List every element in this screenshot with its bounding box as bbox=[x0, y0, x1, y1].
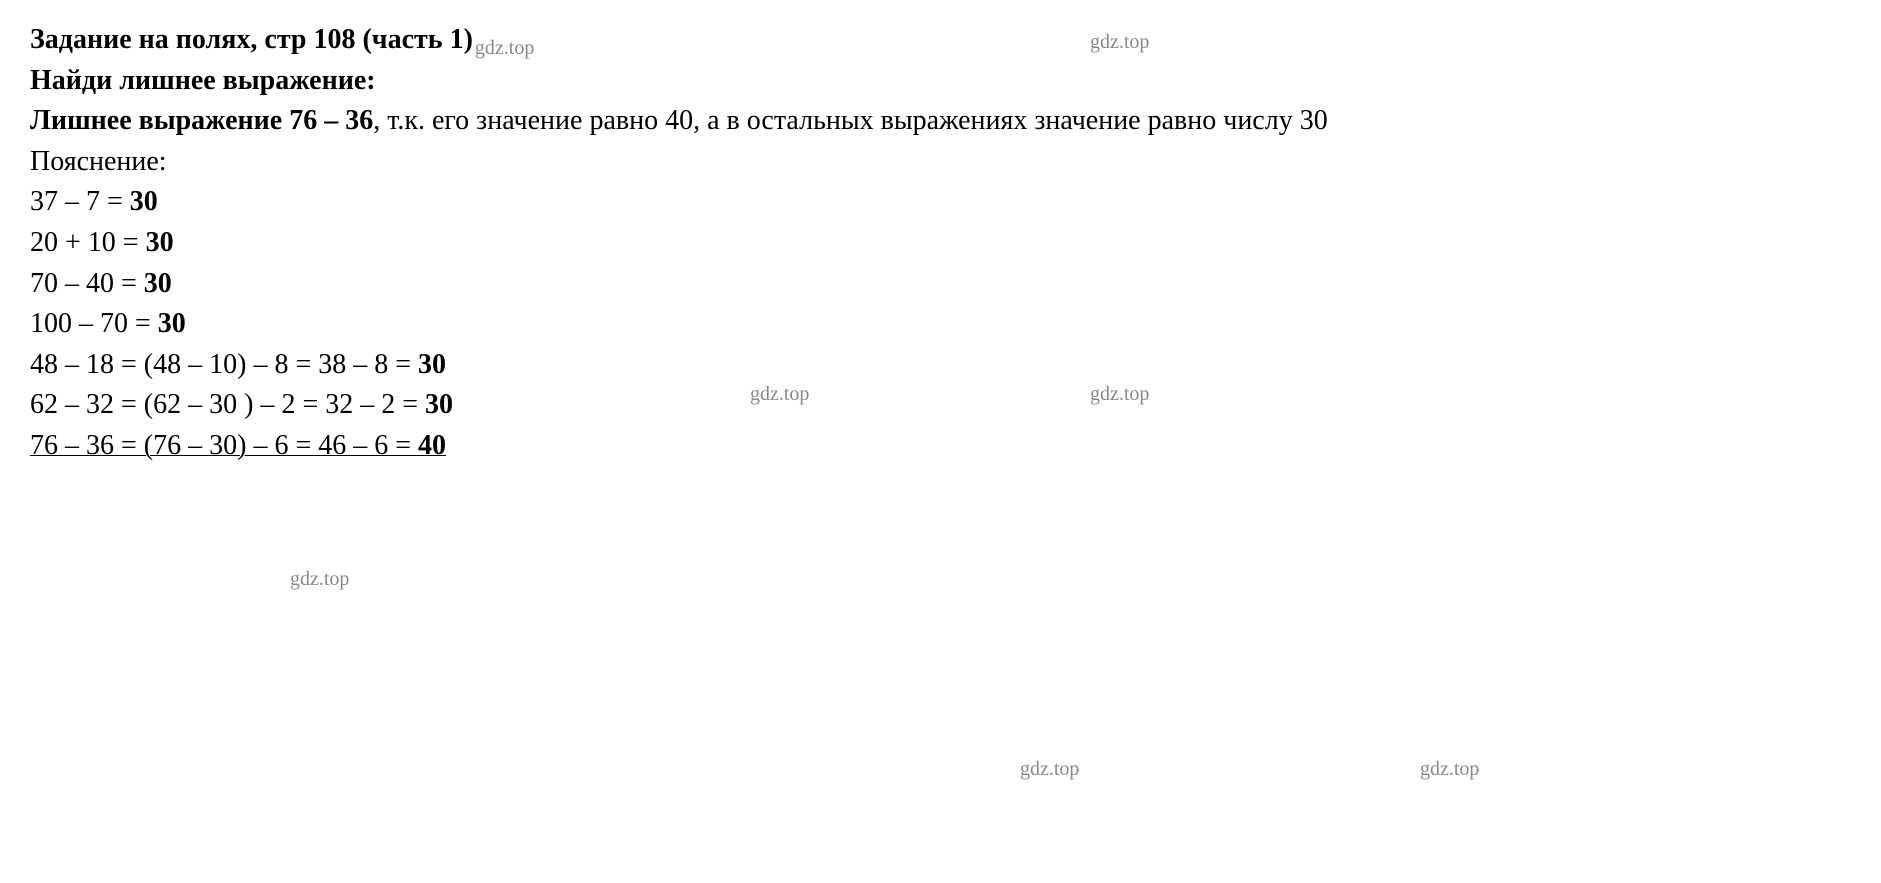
answer-line: Лишнее выражение 76 – 36, т.к. его значе… bbox=[30, 101, 1851, 142]
expression-row: 76 – 36 = (76 – 30) – 6 = 46 – 6 = 40 bbox=[30, 426, 1851, 467]
watermark: gdz.top bbox=[1420, 755, 1479, 784]
page-title: Задание на полях, стр 108 (часть 1) bbox=[30, 20, 473, 61]
expression-row: 20 + 10 = 30 bbox=[30, 223, 1851, 264]
expression-row: 48 – 18 = (48 – 10) – 8 = 38 – 8 = 30 bbox=[30, 345, 1851, 386]
title-subscript: gdz.top bbox=[475, 34, 534, 63]
expression-result: 30 bbox=[425, 389, 453, 420]
expression-row: 62 – 32 = (62 – 30 ) – 2 = 32 – 2 = 30 bbox=[30, 385, 1851, 426]
watermark: gdz.top bbox=[290, 565, 349, 594]
expression-result: 30 bbox=[158, 308, 186, 339]
expression-lhs: 20 + 10 = bbox=[30, 227, 146, 258]
expression-result: 40 bbox=[418, 430, 446, 461]
expression-result: 30 bbox=[146, 227, 174, 258]
expression-result: 30 bbox=[418, 349, 446, 380]
subtitle: Найди лишнее выражение: bbox=[30, 61, 1851, 102]
watermark: gdz.top bbox=[1020, 755, 1079, 784]
expression-lhs: 48 – 18 = (48 – 10) – 8 = 38 – 8 = bbox=[30, 349, 418, 380]
expression-lhs: 70 – 40 = bbox=[30, 268, 144, 299]
expression-lhs: 100 – 70 = bbox=[30, 308, 158, 339]
answer-continuation: , т.к. его значение равно 40, а в осталь… bbox=[373, 105, 1327, 136]
expression-lhs: 76 – 36 = (76 – 30) – 6 = 46 – 6 = bbox=[30, 430, 418, 461]
expression-lhs: 62 – 32 = (62 – 30 ) – 2 = 32 – 2 = bbox=[30, 389, 425, 420]
expression-row: 37 – 7 = 30 bbox=[30, 182, 1851, 223]
explanation-label: Пояснение: bbox=[30, 142, 1851, 183]
expression-result: 30 bbox=[144, 268, 172, 299]
expression-lhs: 37 – 7 = bbox=[30, 186, 130, 217]
expression-result: 30 bbox=[130, 186, 158, 217]
answer-bold: Лишнее выражение 76 – 36 bbox=[30, 105, 373, 136]
expression-row: 70 – 40 = 30 bbox=[30, 264, 1851, 305]
expression-row: 100 – 70 = 30 bbox=[30, 304, 1851, 345]
